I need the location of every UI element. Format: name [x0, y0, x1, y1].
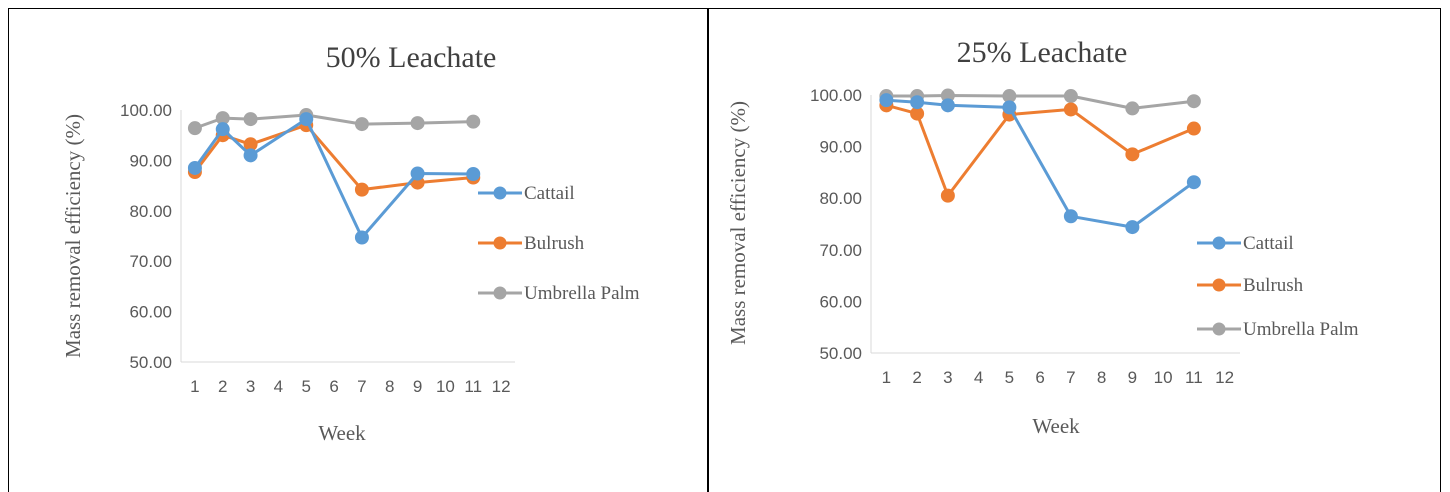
- data-point-umbrella-palm: [1063, 89, 1078, 104]
- x-tick-label: 11: [464, 377, 482, 396]
- y-tick-label: 90.00: [129, 151, 172, 170]
- legend-swatch-marker: [1212, 278, 1226, 292]
- x-tick-label: 2: [218, 377, 227, 396]
- chart-title: 25% Leachate: [957, 36, 1128, 69]
- legend-swatch-marker: [1212, 322, 1226, 336]
- x-tick-label: 4: [974, 368, 983, 387]
- x-tick-label: 7: [357, 377, 366, 396]
- data-point-umbrella-palm: [243, 112, 258, 127]
- y-axis-label: Mass removal efficiency (%): [726, 101, 750, 345]
- chart-50-leachate: 50% Leachate 50.00 60.00 70.00 80.00 90.00 100…: [61, 41, 640, 445]
- y-tick-label: 70.00: [129, 252, 172, 271]
- chart-title: 50% Leachate: [326, 41, 497, 74]
- y-tick-label: 90.00: [819, 138, 862, 157]
- y-axis-label: Mass removal efficiency (%): [61, 114, 85, 358]
- legend-entry: Bulrush: [1243, 275, 1304, 296]
- data-point-cattail: [940, 98, 955, 113]
- series-line-umbrella-palm: [886, 94, 1195, 110]
- data-point-cattail: [1063, 209, 1078, 224]
- legend-entry: Bulrush: [524, 233, 585, 254]
- y-tick-label: 60.00: [129, 303, 172, 322]
- y-tick-label: 60.00: [819, 292, 862, 311]
- data-point-umbrella-palm: [1186, 94, 1201, 109]
- data-point-cattail: [1186, 175, 1201, 190]
- series-line-cattail: [886, 98, 1195, 229]
- x-tick-label: 11: [1185, 368, 1203, 387]
- x-tick-label: 6: [1035, 368, 1044, 387]
- legend-swatch-marker: [1212, 236, 1226, 250]
- chart-25-leachate: 25% Leachate 50.00 60.00 70.00 80.00 90.00 100…: [726, 36, 1359, 438]
- y-tick-label: 80.00: [819, 189, 862, 208]
- data-point-cattail: [187, 160, 202, 175]
- y-tick-label: 80.00: [129, 202, 172, 221]
- x-axis-label: Week: [318, 421, 366, 445]
- x-tick-label: 9: [413, 377, 422, 396]
- x-tick-label: 10: [1154, 368, 1173, 387]
- data-point-cattail: [215, 122, 230, 137]
- x-tick-label: 8: [385, 377, 394, 396]
- x-tick-label: 12: [1215, 368, 1234, 387]
- legend-swatch-marker: [493, 236, 507, 250]
- x-tick-label: 1: [190, 377, 199, 396]
- frame-border-middle: [707, 8, 709, 492]
- y-tick-label: 70.00: [819, 241, 862, 260]
- series-line-bulrush: [886, 103, 1195, 198]
- y-tick-label: 50.00: [819, 344, 862, 363]
- data-point-cattail: [299, 112, 314, 127]
- data-point-cattail: [1125, 220, 1140, 235]
- x-tick-label: 9: [1128, 368, 1137, 387]
- x-tick-label: 3: [943, 368, 952, 387]
- legend-swatch-marker: [493, 286, 507, 300]
- x-tick-label: 5: [302, 377, 311, 396]
- x-tick-label: 8: [1097, 368, 1106, 387]
- data-point-cattail: [879, 93, 894, 108]
- data-point-bulrush: [354, 182, 369, 197]
- data-point-bulrush: [1186, 121, 1201, 136]
- data-point-cattail: [410, 166, 425, 181]
- x-tick-label: 5: [1005, 368, 1014, 387]
- x-tick-label: 12: [492, 377, 511, 396]
- legend-entry: Umbrella Palm: [524, 283, 640, 304]
- data-point-umbrella-palm: [354, 117, 369, 132]
- y-tick-label: 100.00: [120, 101, 172, 120]
- frame-border-top: [8, 8, 1441, 9]
- data-point-bulrush: [940, 188, 955, 203]
- x-tick-label: 3: [246, 377, 255, 396]
- legend-entry: Cattail: [524, 183, 575, 204]
- data-point-umbrella-palm: [410, 116, 425, 131]
- data-point-cattail: [466, 167, 481, 182]
- y-tick-label: 100.00: [810, 86, 862, 105]
- x-tick-label: 10: [436, 377, 455, 396]
- y-tick-label: 50.00: [129, 353, 172, 372]
- x-tick-label: 4: [274, 377, 283, 396]
- data-point-cattail: [243, 148, 258, 163]
- legend-swatch-marker: [493, 186, 507, 200]
- data-point-umbrella-palm: [1125, 101, 1140, 116]
- data-point-cattail: [1002, 100, 1017, 115]
- data-point-umbrella-palm: [466, 114, 481, 129]
- data-point-cattail: [910, 95, 925, 110]
- legend-entry: Umbrella Palm: [1243, 319, 1359, 340]
- data-point-cattail: [354, 230, 369, 245]
- data-point-umbrella-palm: [187, 121, 202, 136]
- legend-entry: Cattail: [1243, 233, 1294, 254]
- frame-border-left: [8, 8, 9, 492]
- x-tick-label: 7: [1066, 368, 1075, 387]
- data-point-bulrush: [1125, 147, 1140, 162]
- x-tick-label: 1: [882, 368, 891, 387]
- data-point-bulrush: [1063, 102, 1078, 117]
- series-line-cattail: [193, 117, 474, 239]
- frame-border-right: [1440, 8, 1441, 492]
- x-tick-label: 6: [329, 377, 338, 396]
- series-line-umbrella-palm: [194, 113, 474, 130]
- x-axis-label: Week: [1032, 414, 1080, 438]
- x-tick-label: 2: [912, 368, 921, 387]
